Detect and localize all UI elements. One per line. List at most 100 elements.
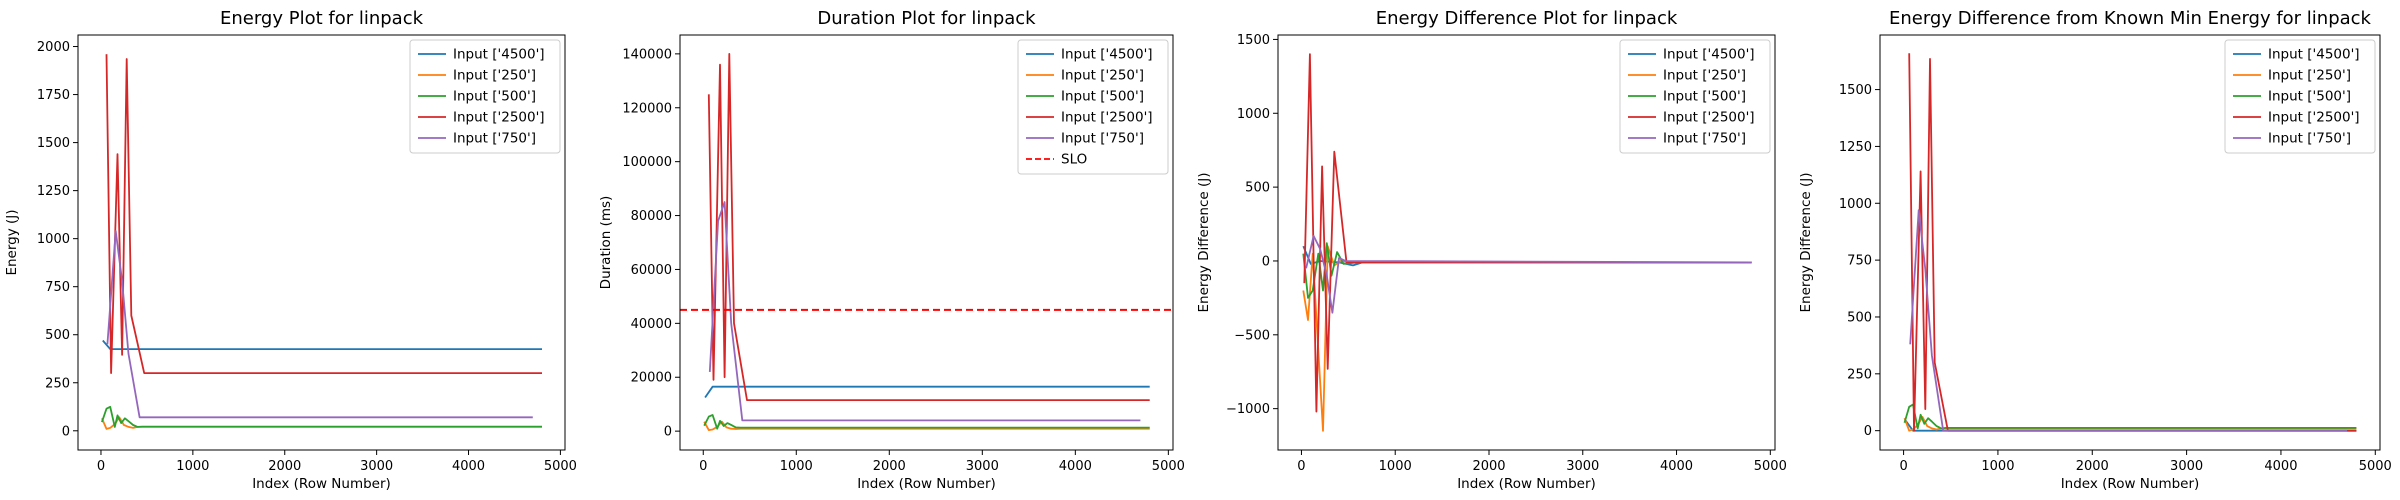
x-tick-label: 4000: [452, 459, 485, 474]
legend-label: Input ['2500']: [1663, 110, 1755, 126]
legend-box: [1017, 39, 1169, 175]
legend-label: Input ['750']: [1061, 131, 1144, 147]
x-tick-label: 1000: [176, 459, 209, 474]
y-tick-label: 500: [45, 328, 70, 343]
y-tick-label: 1000: [1237, 107, 1270, 122]
y-tick-label: 0: [664, 425, 672, 440]
axes-frame: [679, 34, 1174, 451]
legend-label: Input ['250']: [2268, 68, 2351, 84]
legend: Input ['4500'] Input ['250'] Input ['500']…: [1017, 39, 1169, 175]
series-line: [707, 53, 1150, 402]
y-tick-label: 40000: [631, 317, 672, 332]
chart-title: Energy Plot for linpack: [220, 8, 424, 29]
y-tick-label: 140000: [622, 47, 672, 62]
x-tick-label: 3000: [966, 459, 999, 474]
x-tick-label: 2000: [1472, 459, 1505, 474]
y-tick-label: 1500: [1839, 83, 1872, 98]
legend-label: Input ['750']: [2268, 131, 2351, 147]
chart-title: Energy Difference from Known Min Energy …: [1889, 8, 2372, 29]
x-tick-label: 2000: [2076, 459, 2109, 474]
x-tick-label: 4000: [1059, 459, 1092, 474]
plot-area: [101, 54, 542, 430]
legend-label: Input ['250']: [1061, 68, 1144, 84]
y-tick-label: 250: [45, 376, 70, 391]
x-tick-label: 0: [97, 459, 105, 474]
legend-label: Input ['500']: [2268, 89, 2351, 105]
y-tick-label: 1000: [37, 232, 70, 247]
legend-box: [1619, 39, 1771, 154]
y-tick-label: 1000: [1839, 197, 1872, 212]
x-axis-label: Index (Row Number): [1457, 476, 1596, 492]
y-tick-label: −1000: [1226, 402, 1270, 417]
series-line: [703, 420, 1150, 432]
x-tick-label: 1000: [780, 459, 813, 474]
y-tick-label: 1500: [37, 136, 70, 151]
chart-title: Energy Difference Plot for linpack: [1376, 8, 1678, 29]
y-tick-label: 60000: [631, 263, 672, 278]
x-tick-label: 0: [1899, 459, 1907, 474]
x-tick-label: 4000: [2264, 459, 2297, 474]
legend: Input ['4500'] Input ['250'] Input ['500']…: [2224, 39, 2376, 154]
y-axis-label: Energy Difference (J): [1196, 173, 1212, 313]
plot-area: [1903, 53, 2357, 432]
plot-area: [680, 53, 1173, 432]
x-tick-label: 3000: [360, 459, 393, 474]
y-tick-label: 750: [1847, 254, 1872, 269]
y-tick-label: 0: [1864, 424, 1872, 439]
series-line: [1302, 242, 1752, 299]
x-tick-label: 5000: [1152, 459, 1185, 474]
x-tick-label: 2000: [873, 459, 906, 474]
axes-frame: [77, 34, 566, 451]
y-tick-label: 1250: [37, 184, 70, 199]
chart-1: Energy Plot for linpack 0 1000 2000 3000 4000…: [4, 8, 577, 492]
legend-label: Input ['2500']: [453, 110, 545, 126]
x-tick-label: 5000: [2359, 459, 2392, 474]
chart-4: Energy Difference from Known Min Energy …: [1798, 8, 2392, 492]
legend-label: Input ['2500']: [2268, 110, 2360, 126]
series-line: [1903, 403, 2357, 430]
y-tick-label: 0: [62, 424, 70, 439]
chart-title: Duration Plot for linpack: [817, 8, 1036, 29]
y-tick-label: 1250: [1839, 140, 1872, 155]
y-tick-label: 80000: [631, 209, 672, 224]
x-tick-label: 3000: [2170, 459, 2203, 474]
y-tick-label: 0: [1262, 254, 1270, 269]
y-tick-label: −500: [1234, 328, 1270, 343]
x-axis-label: Index (Row Number): [2061, 476, 2200, 492]
x-tick-label: 4000: [1660, 459, 1693, 474]
chart-2: Duration Plot for linpack 0 1000 2000 3000 40…: [598, 8, 1185, 492]
legend-box: [409, 39, 561, 154]
x-tick-label: 0: [1297, 459, 1305, 474]
legend-label: Input ['500']: [1061, 89, 1144, 105]
y-axis-label: Energy (J): [4, 209, 20, 275]
y-tick-label: 1500: [1237, 33, 1270, 48]
legend-label: Input ['500']: [453, 89, 536, 105]
y-tick-label: 500: [1847, 310, 1872, 325]
y-tick-label: 750: [45, 280, 70, 295]
y-tick-label: 20000: [631, 371, 672, 386]
series-line: [101, 405, 542, 428]
legend-label: Input ['4500']: [1663, 47, 1755, 63]
series-line: [1909, 209, 2347, 432]
y-tick-label: 100000: [622, 155, 672, 170]
series-line: [105, 54, 542, 375]
chart-3: Energy Difference Plot for linpack 0 1000 2…: [1196, 8, 1787, 492]
legend-label: SLO: [1061, 152, 1087, 168]
y-tick-label: 1750: [37, 88, 70, 103]
y-axis-label: Energy Difference (J): [1798, 173, 1814, 313]
legend-label: Input ['750']: [453, 131, 536, 147]
x-tick-label: 2000: [268, 459, 301, 474]
series-line: [1305, 234, 1752, 314]
y-tick-label: 120000: [622, 101, 672, 116]
legend-label: Input ['4500']: [1061, 47, 1153, 63]
series-line: [106, 230, 533, 419]
series-line: [703, 414, 1150, 430]
series-line: [1302, 245, 1752, 432]
axes-frame: [1879, 34, 2381, 451]
x-tick-label: 5000: [544, 459, 577, 474]
x-tick-label: 3000: [1566, 459, 1599, 474]
series-line: [102, 339, 542, 351]
legend: Input ['4500'] Input ['250'] Input ['500']…: [1619, 39, 1771, 154]
legend-label: Input ['500']: [1663, 89, 1746, 105]
